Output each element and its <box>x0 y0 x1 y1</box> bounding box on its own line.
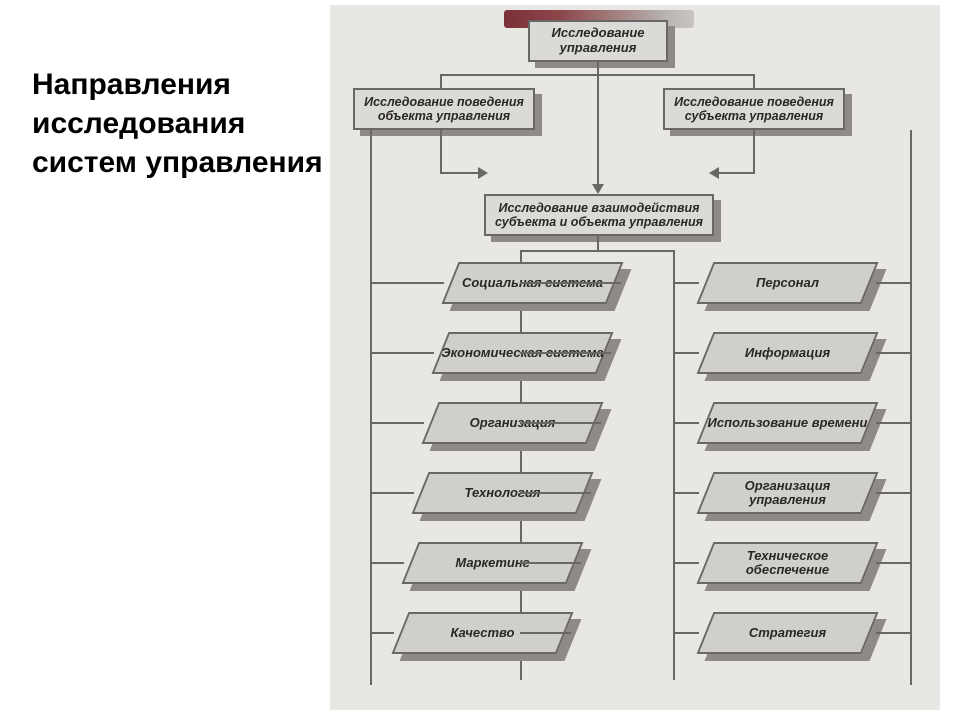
right-item-label: Использование времени <box>705 402 870 444</box>
right-item-label: Техническое обеспечение <box>705 542 870 584</box>
connector-line <box>876 422 910 424</box>
right-item: Организация управления <box>705 472 870 514</box>
connector-line <box>876 282 910 284</box>
connector-line <box>520 492 591 494</box>
right-item: Персонал <box>705 262 870 304</box>
right-item: Информация <box>705 332 870 374</box>
connector-line <box>753 74 755 88</box>
connector-line <box>520 632 571 634</box>
right-item: Стратегия <box>705 612 870 654</box>
connector-line <box>370 492 414 494</box>
connector-line <box>673 250 675 680</box>
right-item-label: Информация <box>705 332 870 374</box>
connector-line <box>597 236 599 250</box>
connector-line <box>876 632 910 634</box>
connector-line <box>597 62 599 74</box>
connector-line <box>520 282 621 284</box>
middle-box: Исследование взаимодействия субъекта и о… <box>484 194 714 236</box>
page: Направления исследования систем управлен… <box>0 0 960 720</box>
arrow-icon <box>709 167 719 179</box>
connector-line <box>370 282 444 284</box>
connector-line <box>440 74 442 88</box>
connector-line <box>673 562 699 564</box>
connector-line <box>753 130 755 172</box>
page-title: Направления исследования систем управлен… <box>32 65 332 182</box>
connector-line <box>717 172 755 174</box>
connector-line <box>370 422 424 424</box>
connector-line <box>440 130 442 172</box>
connector-line <box>370 130 372 685</box>
connector-line <box>876 492 910 494</box>
right-item: Техническое обеспечение <box>705 542 870 584</box>
arrow-icon <box>592 184 604 194</box>
right-item-label: Организация управления <box>705 472 870 514</box>
connector-line <box>370 562 404 564</box>
connector-line <box>673 422 699 424</box>
connector-line <box>673 352 699 354</box>
connector-line <box>520 250 675 252</box>
connector-line <box>370 632 394 634</box>
right-item-label: Стратегия <box>705 612 870 654</box>
right-item-label: Персонал <box>705 262 870 304</box>
connector-line <box>673 632 699 634</box>
connector-line <box>370 352 434 354</box>
connector-line <box>876 562 910 564</box>
root-box: Исследование управления <box>528 20 668 62</box>
connector-line <box>910 130 912 685</box>
connector-line <box>597 74 599 188</box>
connector-line <box>520 562 581 564</box>
connector-line <box>520 352 611 354</box>
right-item: Использование времени <box>705 402 870 444</box>
connector-line <box>520 422 601 424</box>
right-box: Исследование поведения субъекта управлен… <box>663 88 845 130</box>
left-box: Исследование поведения объекта управлени… <box>353 88 535 130</box>
arrow-icon <box>478 167 488 179</box>
connector-line <box>673 282 699 284</box>
connector-line <box>440 172 480 174</box>
connector-line <box>876 352 910 354</box>
connector-line <box>673 492 699 494</box>
